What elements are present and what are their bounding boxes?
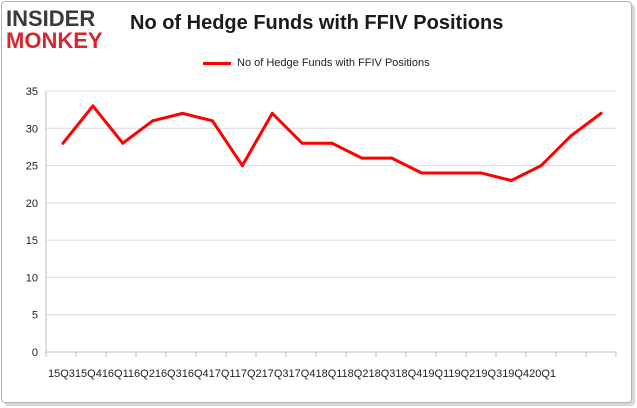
y-tick-label: 25 [26,161,38,173]
data-point [121,141,125,145]
logo-line-1: INSIDER [6,6,96,31]
data-point [61,141,65,145]
data-point [151,119,155,123]
legend: No of Hedge Funds with FFIV Positions [203,57,430,69]
data-point [450,171,454,175]
axes [45,91,617,357]
data-point [210,119,214,123]
data-point [479,171,483,175]
data-point [509,178,513,182]
y-tick-labels: 0 5 10 15 20 25 30 35 [26,86,38,359]
data-point [270,111,274,115]
data-point [420,171,424,175]
grid [46,90,616,316]
data-point [539,164,543,168]
data-point [240,164,244,168]
data-point [181,111,185,115]
y-tick-label: 0 [32,347,38,359]
y-tick-label: 30 [26,123,38,135]
y-tick-label: 35 [26,86,38,98]
data-point [390,156,394,160]
data-point [91,104,95,108]
insider-monkey-logo: INSIDER MONKEY [6,6,118,54]
data-point [360,156,364,160]
legend-label: No of Hedge Funds with FFIV Positions [237,57,430,69]
y-tick-label: 5 [32,310,38,322]
legend-swatch [203,61,231,65]
chart-title: No of Hedge Funds with FFIV Positions [130,12,504,34]
y-tick-label: 20 [26,198,38,210]
x-tick-labels: 15Q315Q416Q116Q216Q316Q417Q117Q217Q317Q4… [48,368,556,380]
data-point [300,141,304,145]
logo-line-2: MONKEY [6,28,103,53]
y-tick-label: 15 [26,235,38,247]
data-point [569,134,573,138]
data-point [330,141,334,145]
chart-frame [1,1,632,403]
y-tick-label: 10 [26,272,38,284]
data-point [599,111,603,115]
series [61,104,603,182]
